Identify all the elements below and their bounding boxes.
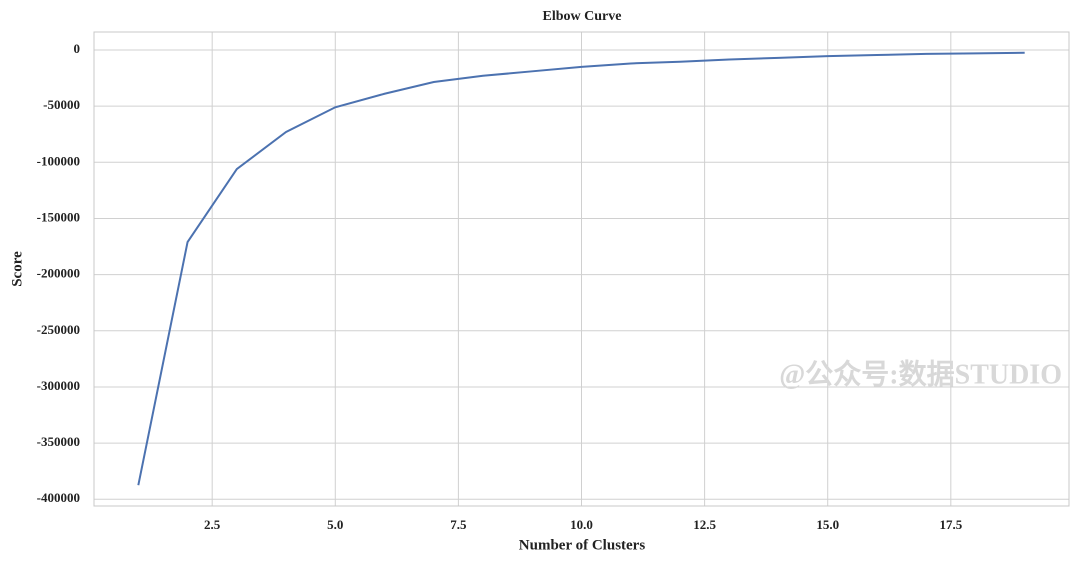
- y-tick-label: -350000: [37, 434, 80, 449]
- y-axis-label: Score: [9, 251, 25, 287]
- x-tick-label: 7.5: [450, 517, 467, 532]
- y-tick-label: -250000: [37, 322, 80, 337]
- y-tick-label: -150000: [37, 209, 80, 224]
- x-tick-label: 5.0: [327, 517, 343, 532]
- x-axis-label: Number of Clusters: [519, 537, 646, 553]
- plot-frame: [93, 31, 1070, 507]
- y-tick-label: -300000: [37, 378, 80, 393]
- x-tick-label: 2.5: [204, 517, 221, 532]
- x-tick-label: 12.5: [693, 517, 716, 532]
- y-tick-label: -400000: [37, 490, 80, 505]
- x-tick-label: 15.0: [816, 517, 839, 532]
- y-tick-label: -200000: [37, 266, 80, 281]
- x-tick-label: 10.0: [570, 517, 593, 532]
- y-tick-label: -100000: [37, 153, 80, 168]
- x-tick-label: 17.5: [939, 517, 962, 532]
- watermark: @公众号:数据STUDIO: [779, 358, 1062, 390]
- y-tick-label: 0: [74, 41, 81, 56]
- line: [137, 51, 1025, 486]
- chart-title: Elbow Curve: [543, 9, 622, 24]
- y-tick-label: -50000: [43, 97, 80, 112]
